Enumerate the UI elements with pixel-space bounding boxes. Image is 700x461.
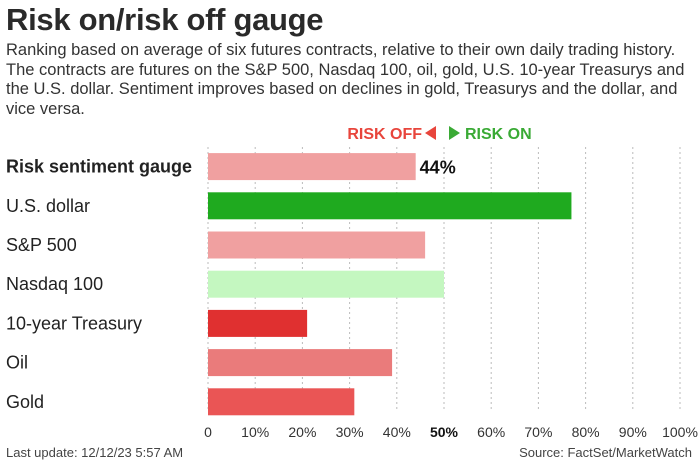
- x-tick-label: 90%: [619, 424, 647, 440]
- risk-on-label: RISK ON: [465, 126, 532, 143]
- x-tick-label: 30%: [336, 424, 364, 440]
- category-label: 10-year Treasury: [6, 313, 142, 333]
- bar: [208, 388, 355, 416]
- x-tick-label: 70%: [524, 424, 552, 440]
- category-label: Risk sentiment gauge: [6, 157, 192, 177]
- x-tick-label: 50%: [430, 424, 459, 440]
- category-label: Oil: [6, 353, 28, 373]
- x-tick-labels: 0 10% 20% 30% 40% 50% 60% 70% 80% 90% 100%: [204, 424, 698, 440]
- x-tick-label: 40%: [383, 424, 411, 440]
- risk-indicator: RISK OFF RISK ON: [347, 126, 532, 143]
- category-label: U.S. dollar: [6, 196, 90, 216]
- x-tick-label: 10%: [241, 424, 269, 440]
- last-update: Last update: 12/12/23 5:57 AM: [6, 445, 184, 460]
- x-tick-label: 60%: [477, 424, 505, 440]
- category-label: Gold: [6, 392, 44, 412]
- left-arrow-icon: [425, 126, 436, 140]
- bar: [208, 349, 393, 377]
- right-arrow-icon: [449, 126, 460, 140]
- risk-off-label: RISK OFF: [347, 126, 422, 143]
- value-labels: 44%: [420, 158, 456, 178]
- chart-subtitle: Ranking based on average of six futures …: [6, 41, 685, 118]
- bar: [208, 192, 572, 220]
- x-tick-label: 0: [204, 424, 212, 440]
- bar: [208, 270, 444, 298]
- bar: [208, 309, 308, 337]
- chart-title: Risk on/risk off gauge: [6, 2, 324, 37]
- value-label: 44%: [420, 158, 456, 178]
- source-note: Source: FactSet/MarketWatch: [519, 445, 692, 460]
- category-labels: Risk sentiment gauge U.S. dollar S&P 500 Na…: [6, 157, 192, 412]
- bar: [208, 153, 416, 181]
- x-tick-label: 20%: [288, 424, 316, 440]
- bar: [208, 231, 426, 259]
- x-tick-label: 100%: [662, 424, 698, 440]
- category-label: S&P 500: [6, 235, 77, 255]
- x-tick-label: 80%: [572, 424, 600, 440]
- category-label: Nasdaq 100: [6, 274, 103, 294]
- bars: [208, 153, 572, 416]
